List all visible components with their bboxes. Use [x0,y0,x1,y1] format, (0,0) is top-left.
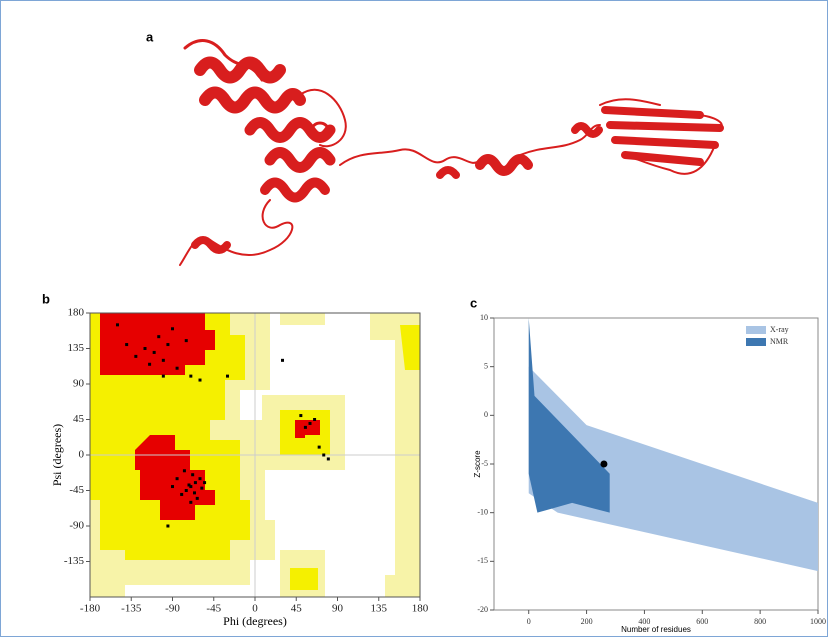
point [189,375,192,378]
x-axis-label: Number of residues [621,625,691,634]
y-tick-label: -90 [69,520,84,532]
y-tick-label: 0 [79,449,85,461]
point [281,359,284,362]
protein-structure [180,41,722,265]
y-tick-label: -135 [64,555,85,567]
x-tick-label: 135 [371,603,388,615]
point [153,351,156,354]
point [196,497,199,500]
y-tick-label: 90 [73,378,85,390]
legend-swatch [746,326,766,334]
point [162,359,165,362]
figure-svg: a bPhi (degrees)Psi (deg [0,0,828,637]
y-axis-label: Psi (degrees) [50,424,64,486]
point [318,446,321,449]
legend-swatch [746,338,766,346]
legend-label: X-ray [770,325,789,334]
panel-label: a [146,29,154,44]
point [193,491,196,494]
point [199,379,202,382]
x-tick-label: 800 [754,617,766,626]
y-tick-label: 135 [68,342,85,354]
x-tick-label: -135 [121,603,142,615]
panel-label: c [470,295,477,310]
x-tick-label: 90 [332,603,344,615]
x-tick-label: 600 [696,617,708,626]
x-tick-label: -45 [206,603,221,615]
point [299,414,302,417]
y-tick-label: -15 [477,556,488,565]
point [188,483,191,486]
point [194,481,197,484]
x-tick-label: 180 [412,603,429,615]
x-tick-label: 0 [252,603,258,615]
y-tick-label: -20 [477,605,488,614]
point [313,418,316,421]
x-tick-label: -180 [80,603,101,615]
point [304,426,307,429]
point [176,477,179,480]
point [171,327,174,330]
ramachandran-regions [90,313,420,597]
point [125,343,128,346]
point [189,501,192,504]
point [134,355,137,358]
y-tick-label: 0 [484,410,488,419]
query-point [600,461,607,468]
x-tick-label: 200 [581,617,593,626]
point [191,473,194,476]
x-tick-label: -90 [165,603,180,615]
point [183,469,186,472]
y-tick-label: 45 [73,413,85,425]
x-tick-label: 0 [527,617,531,626]
x-tick-label: 45 [291,603,303,615]
y-tick-label: 5 [484,361,488,370]
point [309,422,312,425]
x-tick-label: 1000 [810,617,826,626]
point [322,454,325,457]
point [166,525,169,528]
point [166,343,169,346]
y-tick-label: 10 [480,313,488,322]
point [185,339,188,342]
point [203,481,206,484]
panel-label: b [42,291,50,306]
y-tick-label: -5 [481,459,488,468]
legend-label: NMR [770,337,789,346]
point [176,367,179,370]
y-tick-label: 180 [68,307,85,319]
point [200,487,203,490]
x-tick-label: 400 [638,617,650,626]
point [171,485,174,488]
point [162,375,165,378]
figure: a bPhi (degrees)Psi (deg [0,0,828,637]
point [226,375,229,378]
y-tick-label: -45 [69,484,84,496]
point [116,323,119,326]
x-axis-label: Phi (degrees) [223,614,287,628]
point [144,347,147,350]
point [327,457,330,460]
point [157,335,160,338]
point [199,477,202,480]
y-tick-label: -10 [477,507,488,516]
point [180,493,183,496]
point [185,489,188,492]
point [148,363,151,366]
